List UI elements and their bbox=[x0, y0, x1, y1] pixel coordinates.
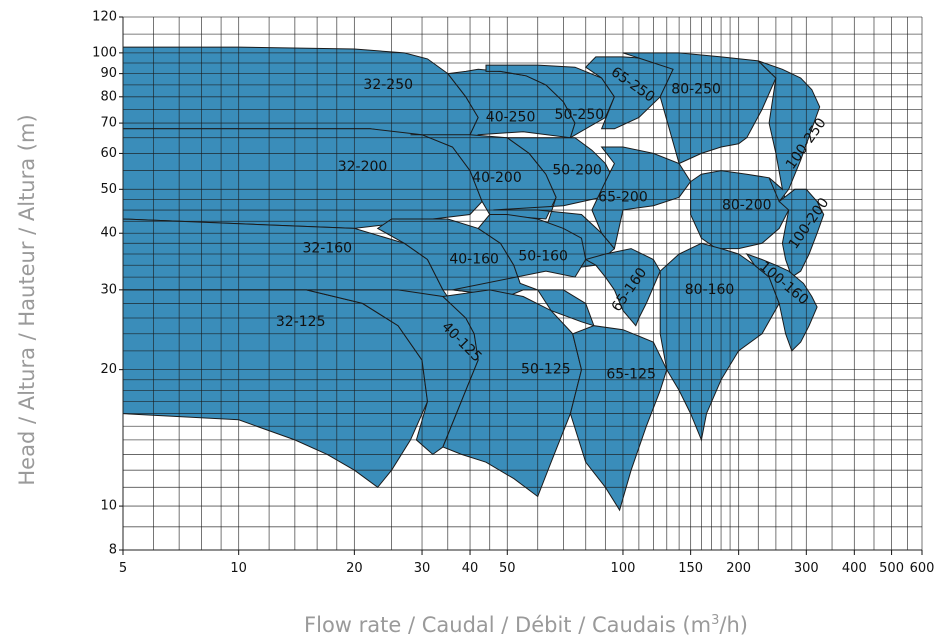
x-axis-label-main: Flow rate / Caudal / Débit / Caudais (m bbox=[304, 613, 711, 637]
region-label: 50-250 bbox=[555, 107, 605, 123]
region-80-200 bbox=[690, 170, 790, 250]
region-label: 50-200 bbox=[552, 163, 602, 179]
region-100-160 bbox=[745, 252, 818, 352]
y-tick-label: 20 bbox=[100, 362, 117, 377]
region-label: 40-250 bbox=[486, 110, 536, 126]
x-tick-label: 40 bbox=[462, 561, 479, 576]
x-tick-label: 5 bbox=[119, 561, 127, 576]
region-label: 32-160 bbox=[302, 241, 352, 257]
x-axis-ticks: 5 10 20 30 40 50 100 150 200 300 400 500 600 bbox=[119, 550, 935, 576]
x-axis-label: Flow rate / Caudal / Débit / Caudais (m3… bbox=[304, 613, 748, 637]
x-tick-label: 200 bbox=[726, 561, 751, 576]
y-axis-label: Head / Altura / Hauteur / Altura (m) bbox=[15, 114, 39, 485]
region-label: 80-200 bbox=[722, 198, 772, 214]
x-axis-label-end: /h) bbox=[719, 613, 748, 637]
x-axis-label-superscript: 3 bbox=[711, 613, 719, 628]
y-axis-ticks: 8 10 20 30 40 50 60 70 80 90 100 120 bbox=[92, 10, 123, 558]
x-tick-label: 300 bbox=[794, 561, 819, 576]
region-label: 65-200 bbox=[598, 189, 648, 205]
region-label: 65-125 bbox=[606, 367, 656, 383]
x-tick-label: 100 bbox=[611, 561, 636, 576]
y-tick-label: 30 bbox=[100, 282, 117, 297]
region-label: 50-160 bbox=[518, 249, 568, 265]
pump-regions bbox=[122, 46, 825, 512]
region-label: 32-250 bbox=[363, 77, 413, 93]
region-80-250 bbox=[622, 52, 777, 165]
region-label: 40-160 bbox=[449, 252, 499, 268]
region-label: 32-200 bbox=[338, 159, 388, 175]
region-label: 50-125 bbox=[521, 362, 571, 378]
y-tick-label: 120 bbox=[92, 10, 117, 25]
y-tick-label: 8 bbox=[109, 543, 117, 558]
x-tick-label: 20 bbox=[346, 561, 363, 576]
region-label: 32-125 bbox=[276, 314, 326, 330]
y-tick-label: 60 bbox=[100, 146, 117, 161]
x-tick-label: 500 bbox=[879, 561, 904, 576]
region-65-125 bbox=[569, 325, 668, 512]
x-tick-label: 400 bbox=[842, 561, 867, 576]
y-tick-label: 100 bbox=[92, 45, 117, 60]
y-tick-label: 80 bbox=[100, 89, 117, 104]
y-tick-label: 70 bbox=[100, 116, 117, 131]
y-tick-label: 10 bbox=[100, 499, 117, 514]
chart-grid bbox=[122, 16, 923, 551]
region-label: 40-200 bbox=[472, 170, 522, 186]
x-tick-label: 150 bbox=[678, 561, 703, 576]
region-32-200 bbox=[122, 128, 483, 229]
region-label: 80-250 bbox=[671, 82, 721, 98]
region-label: 80-160 bbox=[685, 282, 735, 298]
y-tick-label: 90 bbox=[100, 66, 117, 81]
y-tick-label: 40 bbox=[100, 226, 117, 241]
y-tick-label: 50 bbox=[100, 182, 117, 197]
x-tick-label: 600 bbox=[910, 561, 935, 576]
x-tick-label: 30 bbox=[414, 561, 431, 576]
x-tick-label: 10 bbox=[230, 561, 247, 576]
x-tick-label: 50 bbox=[499, 561, 516, 576]
region-65-200 bbox=[591, 146, 692, 250]
